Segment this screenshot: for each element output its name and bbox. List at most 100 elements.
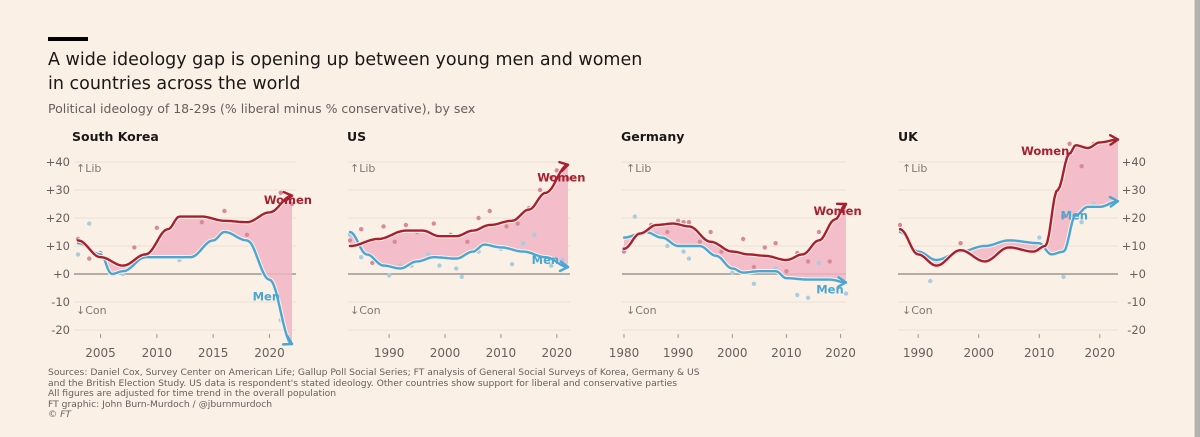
x-tick-label: 2000 (430, 346, 461, 360)
panel-title: UK (898, 129, 919, 144)
women-data-point (87, 256, 92, 261)
y-tick-label: -20 (1127, 323, 1146, 337)
x-tick-label: 1980 (609, 346, 640, 360)
source-line-1: Sources: Daniel Cox, Survey Center on Am… (48, 367, 700, 378)
x-tick-label: 2010 (142, 346, 173, 360)
women-data-point (392, 239, 397, 244)
women-arrow-icon (1108, 133, 1120, 146)
women-data-point (762, 245, 767, 250)
women-data-point (816, 229, 822, 235)
men-data-point (843, 291, 849, 296)
women-data-point (897, 222, 903, 228)
women-data-point (719, 249, 724, 254)
panel-us: US ↑Lib ↓Con 1990 2000 2010 2020 Women Men (347, 129, 585, 360)
conservative-direction-label: ↓Con (350, 304, 381, 317)
liberal-direction-label: ↑Lib (76, 162, 101, 175)
women-data-point (487, 208, 492, 214)
y-tick-label: +30 (1122, 183, 1146, 197)
men-data-point (426, 252, 431, 257)
women-data-point (132, 245, 137, 250)
men-series-label: Men (816, 283, 843, 297)
women-trend-line (348, 163, 570, 248)
x-tick-label: 1990 (903, 346, 934, 360)
men-data-point (437, 263, 442, 268)
men-data-point (532, 232, 537, 237)
x-tick-label: 2010 (1024, 346, 1055, 360)
y-tick-label: +20 (1122, 211, 1146, 225)
women-data-point (370, 260, 375, 265)
men-data-point (509, 262, 515, 267)
women-data-point (1067, 141, 1072, 146)
y-tick-label: +10 (1122, 239, 1146, 253)
footer-notes: Sources: Daniel Cox, Survey Center on Am… (48, 367, 700, 421)
x-tick-label: 2000 (963, 346, 994, 360)
women-data-point (381, 224, 386, 229)
women-data-point (784, 269, 789, 274)
women-data-point (358, 227, 364, 232)
women-data-point (222, 208, 227, 214)
source-line-2: and the British Election Study. US data … (48, 377, 678, 389)
women-data-point (827, 259, 832, 264)
women-data-point (403, 222, 409, 228)
conservative-direction-label: ↓Con (626, 304, 657, 317)
men-arrow-icon (558, 260, 570, 273)
men-data-point (730, 270, 735, 275)
men-trend-line (622, 230, 848, 284)
men-data-point (75, 252, 81, 257)
men-trend-line (76, 230, 294, 346)
women-data-point (465, 239, 470, 244)
women-arrow-icon (282, 190, 294, 203)
y-tick-label: +40 (1122, 155, 1146, 169)
y-tick-label: -20 (51, 323, 70, 337)
women-data-point (697, 239, 703, 244)
men-data-point (1061, 274, 1066, 279)
women-data-point (154, 225, 160, 230)
conservative-direction-label: ↓Con (76, 304, 107, 317)
men-series-label: Men (532, 253, 559, 267)
men-data-point (1079, 220, 1084, 225)
women-data-point (347, 238, 353, 243)
men-series-label: Men (253, 290, 280, 304)
men-data-point (751, 281, 757, 286)
men-trend-line (898, 200, 1120, 262)
men-data-point (632, 214, 638, 219)
x-tick-label: 2005 (85, 346, 116, 360)
y-tick-label: -10 (51, 295, 70, 309)
women-data-point (708, 229, 713, 235)
men-data-point (1067, 210, 1072, 215)
women-data-point (565, 176, 571, 181)
women-series-label: Women (814, 204, 862, 218)
women-arrow-icon (558, 160, 570, 173)
graphic-credit: FT graphic: John Burn-Murdoch / @jburnmu… (48, 398, 273, 410)
men-arrow-icon (836, 276, 848, 288)
x-tick-label: 2020 (825, 346, 856, 360)
women-data-point (686, 220, 692, 225)
women-data-point (740, 236, 746, 242)
women-arrow-icon (835, 202, 848, 214)
men-data-point (686, 256, 692, 261)
conservative-direction-label: ↓Con (902, 304, 933, 317)
women-data-point (805, 259, 811, 264)
men-data-point (454, 266, 459, 271)
women-data-point (476, 215, 481, 221)
women-data-point (773, 241, 778, 246)
women-trend-line (622, 202, 848, 262)
women-data-point (199, 220, 205, 225)
men-series-label: Men (1060, 208, 1087, 222)
women-trend-line (76, 194, 294, 267)
men-data-point (358, 255, 364, 260)
x-tick-label: 2000 (717, 346, 748, 360)
men-data-point (795, 292, 800, 298)
men-data-point (87, 221, 92, 226)
x-tick-label: 2010 (486, 346, 517, 360)
women-data-point (431, 221, 437, 226)
x-tick-label: 2020 (254, 346, 285, 360)
men-data-point (549, 263, 554, 268)
x-tick-label: 2020 (542, 346, 573, 360)
women-data-point (1061, 214, 1066, 219)
men-data-point (386, 273, 392, 278)
panel-title: South Korea (72, 129, 159, 144)
women-data-point (289, 201, 295, 207)
women-data-point (504, 224, 509, 229)
